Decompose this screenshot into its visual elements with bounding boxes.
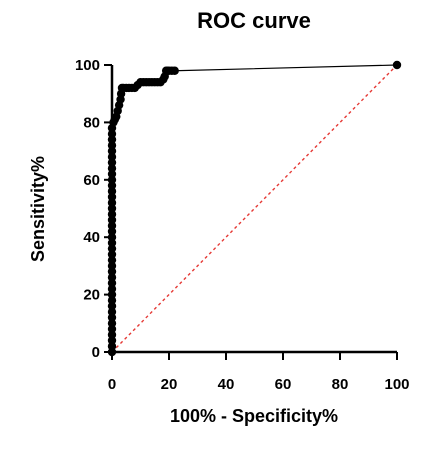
y-tick-label: 20 (83, 287, 100, 304)
plot-area (107, 60, 402, 357)
x-tick-label: 60 (275, 376, 292, 393)
x-axis-title: 100% - Specificity% (170, 406, 338, 426)
chart-title: ROC curve (197, 8, 311, 33)
roc-point (392, 60, 402, 70)
y-tick-label: 40 (83, 229, 100, 246)
x-tick-label: 20 (161, 376, 178, 393)
x-tick-label: 100 (384, 376, 409, 393)
axes: 0 20 40 60 80 100 0 20 40 60 80 100 (75, 57, 410, 393)
y-tick-label: 80 (83, 114, 100, 131)
x-tick-label: 0 (108, 376, 116, 393)
y-axis-title: Sensitivity% (28, 156, 48, 262)
y-tick-label: 60 (83, 172, 100, 189)
x-tick-label: 40 (218, 376, 235, 393)
y-tick-label: 100 (75, 57, 100, 74)
roc-point (170, 66, 179, 75)
y-tick-label: 0 (92, 344, 100, 361)
x-tick-label: 80 (332, 376, 349, 393)
reference-diagonal-line (111, 64, 398, 353)
